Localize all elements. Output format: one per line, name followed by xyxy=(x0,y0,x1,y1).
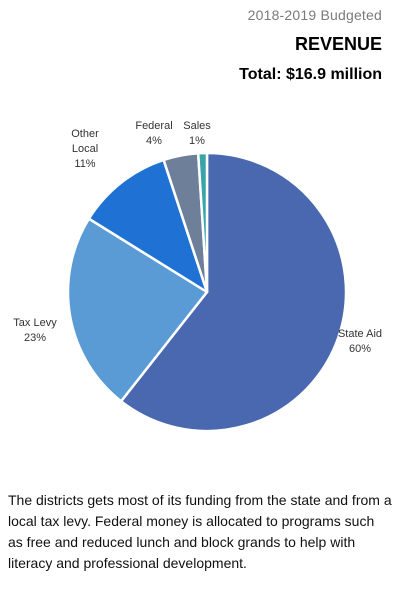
description-text: The districts gets most of its funding f… xyxy=(8,492,392,571)
revenue-pie-chart: State Aid 60% Tax Levy 23% Other Local 11% Fede… xyxy=(13,120,382,433)
pie-slice-tax-levy xyxy=(66,217,209,403)
pie-slice-sales xyxy=(196,151,209,294)
pie-slice-state-aid xyxy=(119,151,348,433)
slice-label-other-local: Other Local 11% xyxy=(71,128,99,170)
chart-title: REVENUE xyxy=(294,34,382,54)
pie-slice-other-local xyxy=(87,158,209,294)
slice-label-state-aid: State Aid 60% xyxy=(338,328,382,355)
slice-label-tax-levy: Tax Levy 23% xyxy=(13,317,57,344)
chart-subtitle: 2018-2019 Budgeted xyxy=(247,7,382,23)
slice-label-sales: Sales 1% xyxy=(183,120,211,147)
slice-label-federal: Federal 4% xyxy=(135,120,172,147)
total-label: Total: $16.9 million xyxy=(239,66,382,83)
